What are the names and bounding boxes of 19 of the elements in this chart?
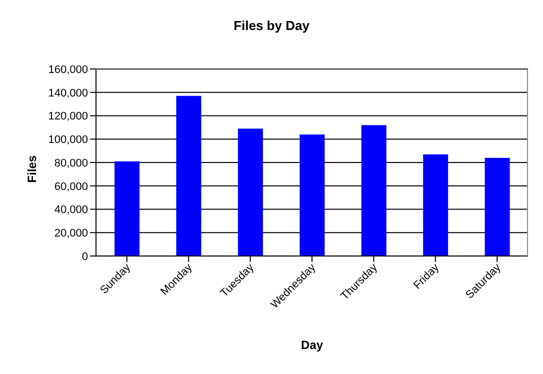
x-axis-title: Day — [300, 338, 324, 352]
bar — [361, 125, 386, 256]
y-tick-label: 100,000 — [48, 134, 88, 146]
y-tick-label: 0 — [82, 250, 88, 263]
y-tick-label: 20,000 — [54, 228, 88, 240]
bar — [176, 96, 202, 256]
bar — [300, 134, 325, 256]
bar — [423, 154, 448, 256]
y-tick-label: 120,000 — [48, 110, 88, 123]
chart-title: Files by Day — [232, 18, 310, 33]
bar — [484, 158, 510, 256]
y-tick-label: 140,000 — [48, 87, 88, 100]
y-tick-label: 80,000 — [54, 157, 88, 170]
y-axis-title: Files — [25, 154, 39, 185]
y-tick-label: 60,000 — [54, 180, 88, 193]
y-tick-label: 40,000 — [54, 204, 88, 216]
y-tick-label: 160,000 — [48, 64, 88, 76]
bar — [238, 128, 263, 256]
bar — [114, 161, 140, 256]
